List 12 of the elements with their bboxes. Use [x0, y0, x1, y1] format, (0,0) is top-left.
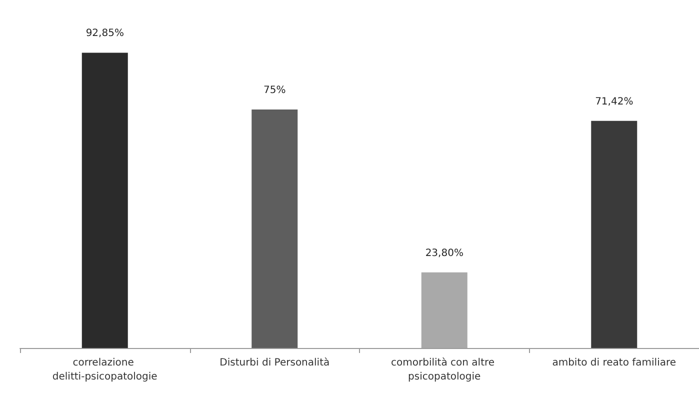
x-tick-label: Disturbi di Personalità — [220, 358, 330, 368]
data-label: 92,85% — [86, 28, 124, 40]
bar — [82, 52, 128, 348]
bar — [252, 110, 298, 348]
x-tick-label: ambito di reato familiare — [552, 358, 676, 368]
data-label: 23,80% — [425, 248, 464, 259]
x-tick-label: correlazione delitti-psicopatologie — [52, 358, 158, 382]
data-label: 71,42% — [595, 96, 634, 108]
bar — [421, 272, 468, 348]
data-label: 75% — [264, 85, 286, 96]
bar — [591, 120, 638, 348]
x-tick-label: comorbilità con altre psicopatologie — [391, 358, 498, 382]
